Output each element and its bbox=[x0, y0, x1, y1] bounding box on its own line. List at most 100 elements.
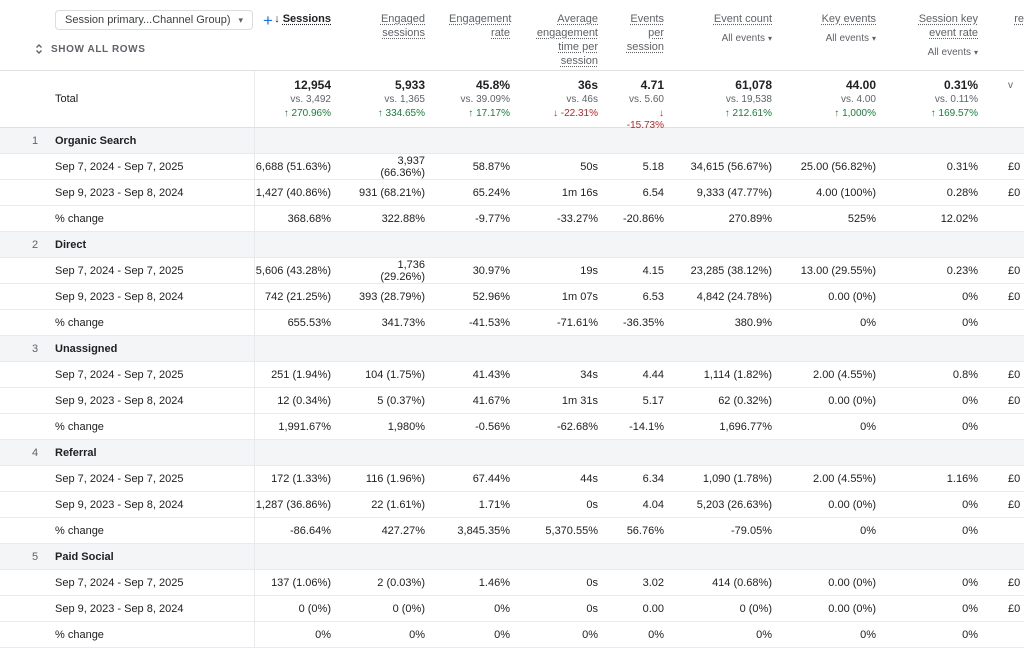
dimension-dropdown-label: Session primary...Channel Group) bbox=[65, 14, 231, 26]
cell: -0.56% bbox=[475, 420, 510, 433]
change-arrow-icon: ↑ bbox=[468, 108, 474, 119]
table-row: % change 1,991.67% 1,980% -0.56% -62.68%… bbox=[0, 414, 1024, 440]
table-row: % change -86.64% 427.27% 3,845.35% 5,370… bbox=[0, 518, 1024, 544]
cell: £0 bbox=[1008, 602, 1021, 615]
group-index: 5 bbox=[32, 550, 39, 563]
sort-desc-icon: ↓ bbox=[274, 13, 280, 25]
cell: £0 bbox=[1008, 160, 1021, 173]
all-events-dropdown[interactable]: All events ▾ bbox=[796, 32, 876, 46]
cell: 380.9% bbox=[734, 316, 772, 329]
cell: 12.02% bbox=[940, 212, 978, 225]
cell: -79.05% bbox=[731, 524, 772, 537]
group-index: 1 bbox=[32, 134, 39, 147]
cell: 41.43% bbox=[472, 368, 510, 381]
column-label: Engagement rate bbox=[449, 13, 512, 39]
column-header-engaged-sessions[interactable]: Engaged sessions bbox=[355, 0, 449, 40]
column-header-event-count[interactable]: Event count All events ▾ bbox=[688, 0, 796, 46]
total-change: ↑ 17.17% bbox=[468, 108, 510, 119]
cell: 5 (0.37%) bbox=[377, 394, 425, 407]
row-label: % change bbox=[55, 420, 104, 433]
cell: 0% bbox=[494, 628, 510, 641]
all-events-label: All events bbox=[721, 33, 765, 44]
table-row: Sep 7, 2024 - Sep 7, 2025 137 (1.06%) 2 … bbox=[0, 570, 1024, 596]
all-events-dropdown[interactable]: All events ▾ bbox=[900, 46, 978, 60]
change-arrow-icon: ↓ bbox=[552, 108, 558, 119]
row-label-cell: Sep 9, 2023 - Sep 8, 2024 bbox=[0, 180, 255, 205]
column-header-revenue-clipped[interactable]: re bbox=[1002, 0, 1024, 26]
group-label-cell: 3 Unassigned bbox=[0, 336, 255, 361]
column-header-sessions[interactable]: ↓ Sessions bbox=[255, 0, 355, 26]
cell: 56.76% bbox=[626, 524, 664, 537]
cell: 655.53% bbox=[287, 316, 331, 329]
total-change: ↑ 334.65% bbox=[377, 108, 425, 119]
chevron-down-icon: ▾ bbox=[871, 34, 876, 43]
row-label-cell: Sep 9, 2023 - Sep 8, 2024 bbox=[0, 284, 255, 309]
cell: 172 (1.33%) bbox=[271, 472, 331, 485]
cell: 3,937 (66.36%) bbox=[380, 154, 425, 179]
table-row: Sep 7, 2024 - Sep 7, 2025 5,606 (43.28%)… bbox=[0, 258, 1024, 284]
group-row-fill bbox=[255, 128, 1024, 153]
cell: -86.64% bbox=[290, 524, 331, 537]
group-index: 3 bbox=[32, 342, 39, 355]
table-row: Sep 9, 2023 - Sep 8, 2024 0 (0%) 0 (0%) … bbox=[0, 596, 1024, 622]
row-label: Sep 9, 2023 - Sep 8, 2024 bbox=[55, 290, 184, 303]
cell: 5.17 bbox=[642, 394, 664, 407]
table-row: Sep 9, 2023 - Sep 8, 2024 742 (21.25%) 3… bbox=[0, 284, 1024, 310]
all-events-dropdown[interactable]: All events ▾ bbox=[688, 32, 772, 46]
column-label: Events per session bbox=[626, 13, 664, 53]
all-events-label: All events bbox=[825, 33, 869, 44]
cell: 23,285 (38.12%) bbox=[690, 264, 772, 277]
total-cell: 12,954 vs. 3,492 ↑ 270.96% bbox=[255, 71, 355, 127]
column-label: Engaged sessions bbox=[380, 13, 425, 39]
cell: 0% bbox=[962, 394, 978, 407]
show-all-rows-button[interactable]: SHOW ALL ROWS bbox=[33, 43, 255, 55]
column-header-events-per-session[interactable]: Events per session bbox=[622, 0, 688, 54]
show-all-rows-label: SHOW ALL ROWS bbox=[51, 43, 146, 55]
cell: 251 (1.94%) bbox=[271, 368, 331, 381]
group-row: 3 Unassigned bbox=[0, 336, 1024, 362]
dimension-dropdown[interactable]: Session primary...Channel Group) ▾ bbox=[55, 10, 254, 30]
cell: 9,333 (47.77%) bbox=[696, 186, 772, 199]
column-header-session-key-event-rate[interactable]: Session key event rate All events ▾ bbox=[900, 0, 1002, 60]
total-change: ↑ 1,000% bbox=[834, 108, 876, 119]
group-row-fill bbox=[255, 544, 1024, 569]
add-dimension-button[interactable]: + bbox=[263, 10, 273, 30]
table-row: Sep 7, 2024 - Sep 7, 2025 251 (1.94%) 10… bbox=[0, 362, 1024, 388]
column-label: Key events bbox=[821, 13, 876, 25]
total-cell: 45.8% vs. 39.09% ↑ 17.17% bbox=[449, 71, 534, 127]
cell: 104 (1.75%) bbox=[365, 368, 425, 381]
cell: 5,203 (26.63%) bbox=[696, 498, 772, 511]
column-header-key-events[interactable]: Key events All events ▾ bbox=[796, 0, 900, 46]
row-label-cell: % change bbox=[0, 310, 255, 335]
cell: 0.8% bbox=[952, 368, 978, 381]
cell: 1,980% bbox=[387, 420, 425, 433]
cell: 0s bbox=[586, 602, 598, 615]
cell: 34s bbox=[580, 368, 598, 381]
cell: 0% bbox=[962, 420, 978, 433]
group-index: 2 bbox=[32, 238, 39, 251]
cell: 0 (0%) bbox=[739, 602, 772, 615]
change-arrow-icon: ↑ bbox=[834, 108, 840, 119]
cell: 6.54 bbox=[642, 186, 664, 199]
chevron-down-icon: ▾ bbox=[238, 14, 244, 25]
row-label-cell: Sep 7, 2024 - Sep 7, 2025 bbox=[0, 154, 255, 179]
row-label-cell: Sep 9, 2023 - Sep 8, 2024 bbox=[0, 492, 255, 517]
cell: 0.00 (0%) bbox=[828, 602, 876, 615]
cell: 0s bbox=[586, 576, 598, 589]
cell: 341.73% bbox=[381, 316, 425, 329]
cell: 1,114 (1.82%) bbox=[703, 368, 772, 381]
table-row: Sep 7, 2024 - Sep 7, 2025 172 (1.33%) 11… bbox=[0, 466, 1024, 492]
total-change: ↓ -15.73% bbox=[626, 108, 664, 131]
table-body: 1 Organic Search Sep 7, 2024 - Sep 7, 20… bbox=[0, 128, 1024, 648]
cell bbox=[1002, 414, 1024, 439]
row-label-cell: Sep 7, 2024 - Sep 7, 2025 bbox=[0, 362, 255, 387]
cell: 0.23% bbox=[946, 264, 978, 277]
row-label: Sep 9, 2023 - Sep 8, 2024 bbox=[55, 498, 184, 511]
table-row: Sep 7, 2024 - Sep 7, 2025 6,688 (51.63%)… bbox=[0, 154, 1024, 180]
column-header-engagement-rate[interactable]: Engagement rate bbox=[449, 0, 534, 40]
column-label: Average engagement time per session bbox=[536, 13, 598, 67]
cell: 6,688 (51.63%) bbox=[255, 160, 331, 173]
total-cell: 5,933 vs. 1,365 ↑ 334.65% bbox=[355, 71, 449, 127]
change-arrow-icon: ↑ bbox=[283, 108, 289, 119]
column-header-avg-engagement-time[interactable]: Average engagement time per session bbox=[534, 0, 622, 68]
